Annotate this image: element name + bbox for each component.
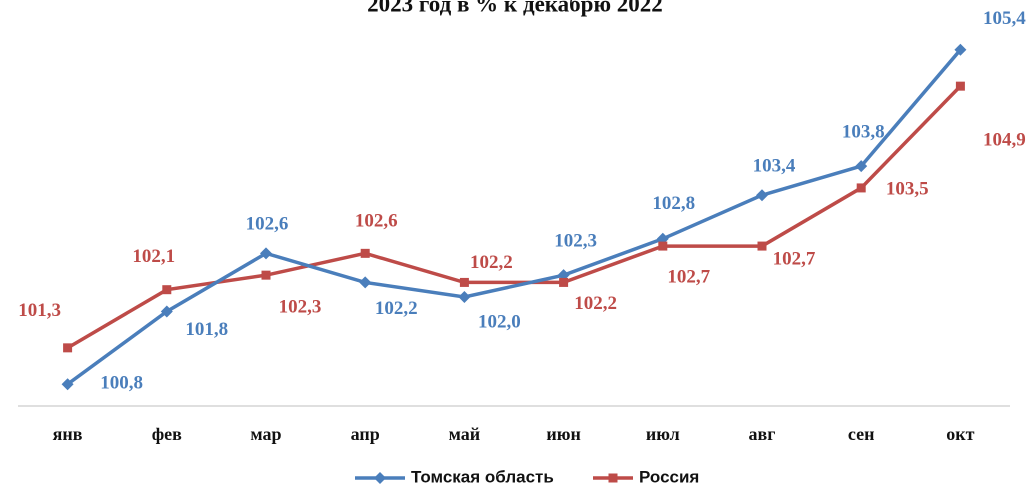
marker [359,276,372,289]
marker [955,81,965,91]
marker [260,247,272,260]
data-label: 103,4 [753,156,796,177]
data-label: 102,6 [355,211,398,232]
data-label: 103,5 [886,178,929,199]
x-tick-label: окт [946,424,974,444]
series-line [66,48,962,386]
legend-label: Томская область [411,467,554,486]
legend-marker [608,473,618,483]
data-label: 102,6 [246,214,289,235]
marker [658,241,668,251]
data-label: 100,8 [100,373,143,394]
x-tick-label: мар [250,424,281,444]
data-label: 101,8 [185,319,228,340]
marker [360,248,370,258]
marker [61,378,74,391]
x-tick-label: янв [53,424,83,444]
marker [954,43,967,56]
x-tick-label: авг [749,424,776,444]
x-tick-label: апр [351,424,380,444]
data-label: 102,1 [132,246,175,267]
marker [757,241,767,251]
x-tick-label: июн [546,424,581,444]
marker [458,290,471,303]
marker [459,277,469,287]
legend-marker [374,472,386,484]
marker [856,183,866,193]
x-tick-label: сен [848,424,875,444]
data-label: 103,8 [842,121,885,142]
data-label: 104,9 [983,130,1026,151]
data-label: 102,7 [773,248,816,269]
data-label: 102,2 [574,293,617,314]
series-line [66,84,962,350]
x-tick-label: фев [152,424,182,444]
data-label: 102,2 [375,298,418,319]
data-label: 102,7 [667,266,710,287]
marker [162,285,172,295]
marker [160,305,173,318]
marker [559,277,569,287]
data-label: 102,3 [554,231,597,252]
marker [855,160,868,173]
x-tick-label: июл [646,424,680,444]
marker [261,270,271,280]
x-tick-label: май [449,424,481,444]
data-label: 102,3 [279,297,322,318]
data-label: 102,8 [652,193,695,214]
chart-title: 2023 год в % к декабрю 2022 [367,0,663,16]
marker [63,343,73,353]
data-label: 102,2 [470,252,513,273]
data-label: 105,4 [983,8,1026,29]
data-label: 101,3 [18,300,61,321]
marker [756,189,768,202]
data-label: 102,0 [478,311,521,332]
legend-label: Россия [639,467,699,486]
